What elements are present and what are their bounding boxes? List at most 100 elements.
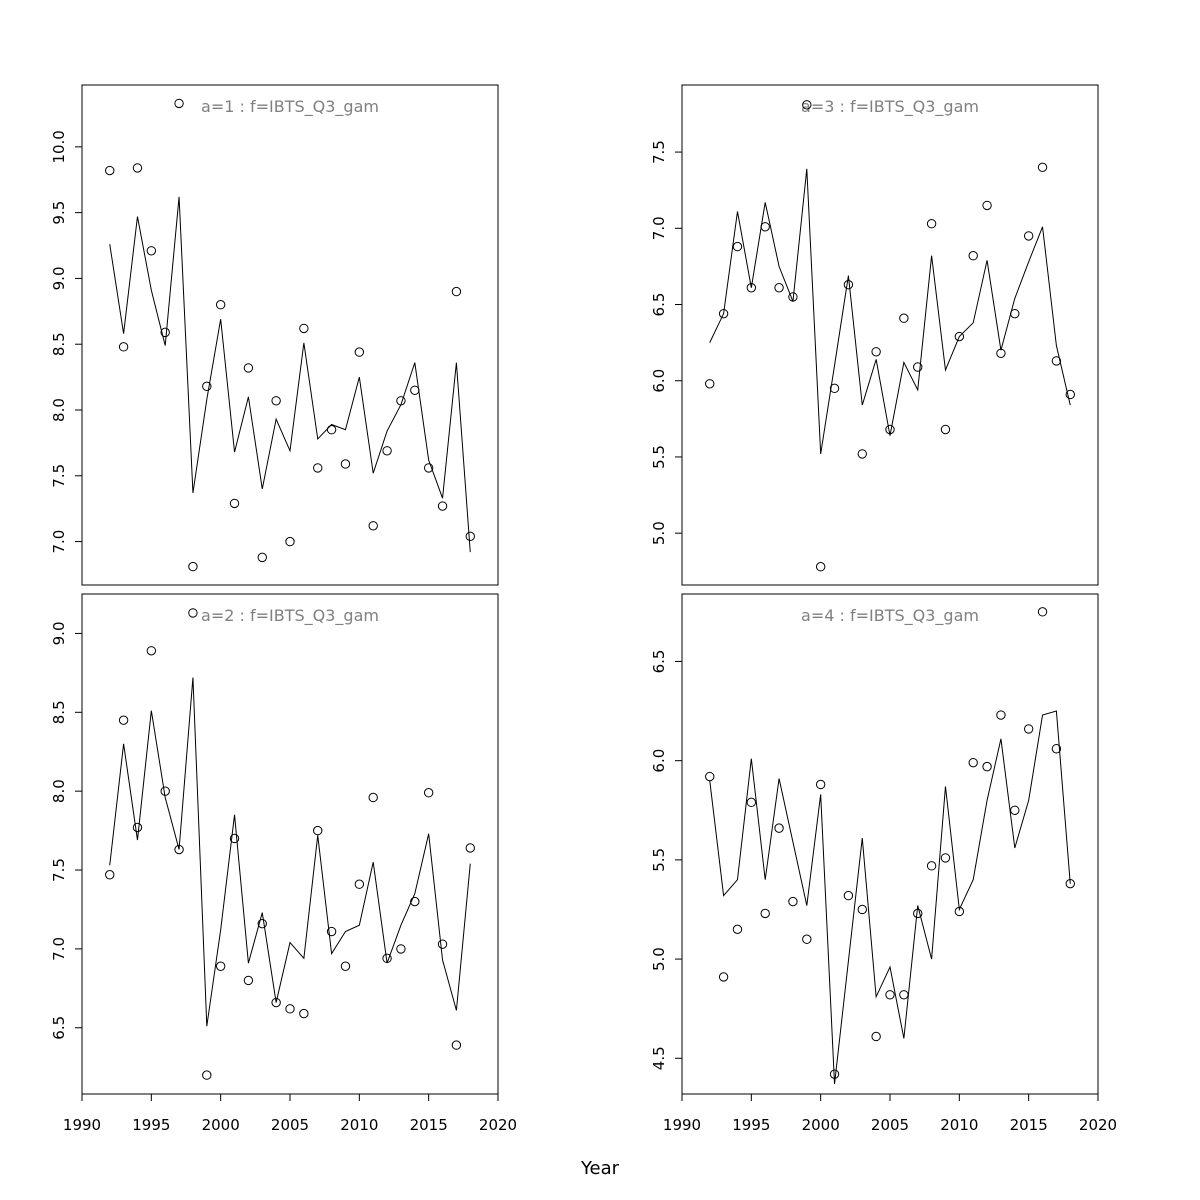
plot-frame [81, 593, 499, 1095]
data-point [160, 786, 170, 796]
data-point [118, 715, 129, 725]
data-point [857, 449, 867, 459]
y-tick-label: 6.0 [650, 749, 668, 773]
data-point [285, 536, 295, 547]
data-point [257, 918, 267, 929]
y-tick-label: 5.0 [650, 947, 668, 971]
y-tick-label: 8.5 [50, 700, 68, 724]
data-point [746, 797, 757, 808]
data-point [1010, 805, 1020, 815]
y-tick-label: 7.5 [650, 140, 668, 164]
data-point [815, 779, 826, 790]
x-tick-label: 2010 [940, 1116, 978, 1134]
data-point [202, 1070, 212, 1080]
y-tick-label: 5.0 [650, 521, 668, 545]
data-point [423, 463, 434, 473]
y-tick-label: 7.5 [50, 858, 68, 882]
data-point [885, 990, 895, 1000]
data-point [1051, 744, 1062, 754]
data-point [410, 896, 420, 907]
x-tick-label: 1990 [63, 1116, 101, 1134]
data-point [354, 879, 365, 889]
data-point [732, 924, 743, 935]
panel-3: a=2 : f=IBTS_Q3_gam 6.5 7.0 7.5 8.0 8.5 9.0 199… [50, 593, 517, 1134]
plot-frame [81, 84, 499, 586]
fitted-line [109, 677, 471, 1027]
data-point [1023, 231, 1034, 241]
plot-frame [681, 593, 1099, 1095]
data-point [1051, 356, 1062, 366]
data-point [1023, 724, 1034, 734]
x-tick-label: 2005 [871, 1116, 909, 1134]
data-point [354, 347, 365, 357]
x-tick-label: 2015 [410, 1116, 448, 1134]
data-point [968, 251, 978, 261]
y-tick-label: 7.0 [50, 530, 68, 554]
data-point [996, 348, 1006, 358]
y-tick-label: 4.5 [650, 1046, 668, 1070]
data-point [899, 990, 909, 1000]
data-point [132, 822, 143, 833]
panel-title: a=4 : f=IBTS_Q3_gam [801, 606, 979, 626]
data-point [118, 342, 129, 352]
x-tick-label: 1995 [732, 1116, 770, 1134]
data-point [243, 975, 254, 986]
panel-title: a=3 : f=IBTS_Q3_gam [801, 97, 979, 117]
data-point [718, 972, 729, 982]
data-point [340, 961, 351, 971]
data-point [229, 498, 240, 509]
y-tick-label: 9.5 [50, 201, 68, 225]
data-point [396, 944, 406, 954]
fitted-line [709, 710, 1071, 1085]
x-tick-label: 2000 [802, 1116, 840, 1134]
y-tick-label: 9.0 [50, 622, 68, 646]
y-tick-label: 9.0 [50, 266, 68, 290]
data-point [146, 246, 157, 256]
data-point [954, 331, 965, 342]
data-point [271, 997, 281, 1008]
data-point [788, 896, 798, 907]
data-point [382, 446, 392, 456]
y-tick-label: 10.0 [50, 130, 68, 163]
data-point [774, 823, 784, 833]
data-point [340, 459, 351, 469]
panel-title: a=1 : f=IBTS_Q3_gam [201, 97, 379, 117]
data-point [451, 1040, 462, 1050]
data-point [885, 424, 895, 435]
data-point [174, 98, 184, 109]
data-point [1010, 308, 1020, 319]
data-point [423, 788, 434, 798]
data-point [788, 292, 798, 302]
y-tick-label: 6.0 [650, 369, 668, 393]
data-point [982, 761, 992, 772]
data-point [802, 934, 812, 944]
data-point [368, 792, 378, 803]
data-point [843, 890, 854, 901]
data-point [188, 561, 198, 572]
data-point [968, 757, 978, 768]
fitted-line [709, 168, 1071, 454]
y-tick-label: 8.5 [50, 332, 68, 356]
data-point [996, 710, 1006, 720]
data-point [746, 283, 757, 293]
data-point [857, 904, 867, 915]
data-point [774, 283, 784, 293]
data-point [146, 646, 157, 656]
data-point [215, 961, 226, 971]
data-point [926, 219, 937, 229]
y-tick-label: 7.5 [50, 464, 68, 488]
data-point [174, 844, 184, 855]
data-point [760, 222, 770, 232]
data-point [410, 385, 420, 395]
data-point [382, 953, 392, 964]
y-tick-label: 6.5 [650, 293, 668, 317]
data-point [913, 908, 923, 919]
data-point [105, 165, 115, 176]
y-tick-label: 5.5 [650, 445, 668, 469]
x-tick-label: 1990 [663, 1116, 701, 1134]
panel-4: a=4 : f=IBTS_Q3_gam 4.5 5.0 5.5 6.0 6.5 1990 19… [650, 593, 1117, 1134]
panel-title: a=2 : f=IBTS_Q3_gam [201, 606, 379, 626]
data-point [815, 562, 826, 572]
panel-2: a=3 : f=IBTS_Q3_gam 5.0 5.5 6.0 6.5 7.0 7.5 [650, 84, 1099, 586]
